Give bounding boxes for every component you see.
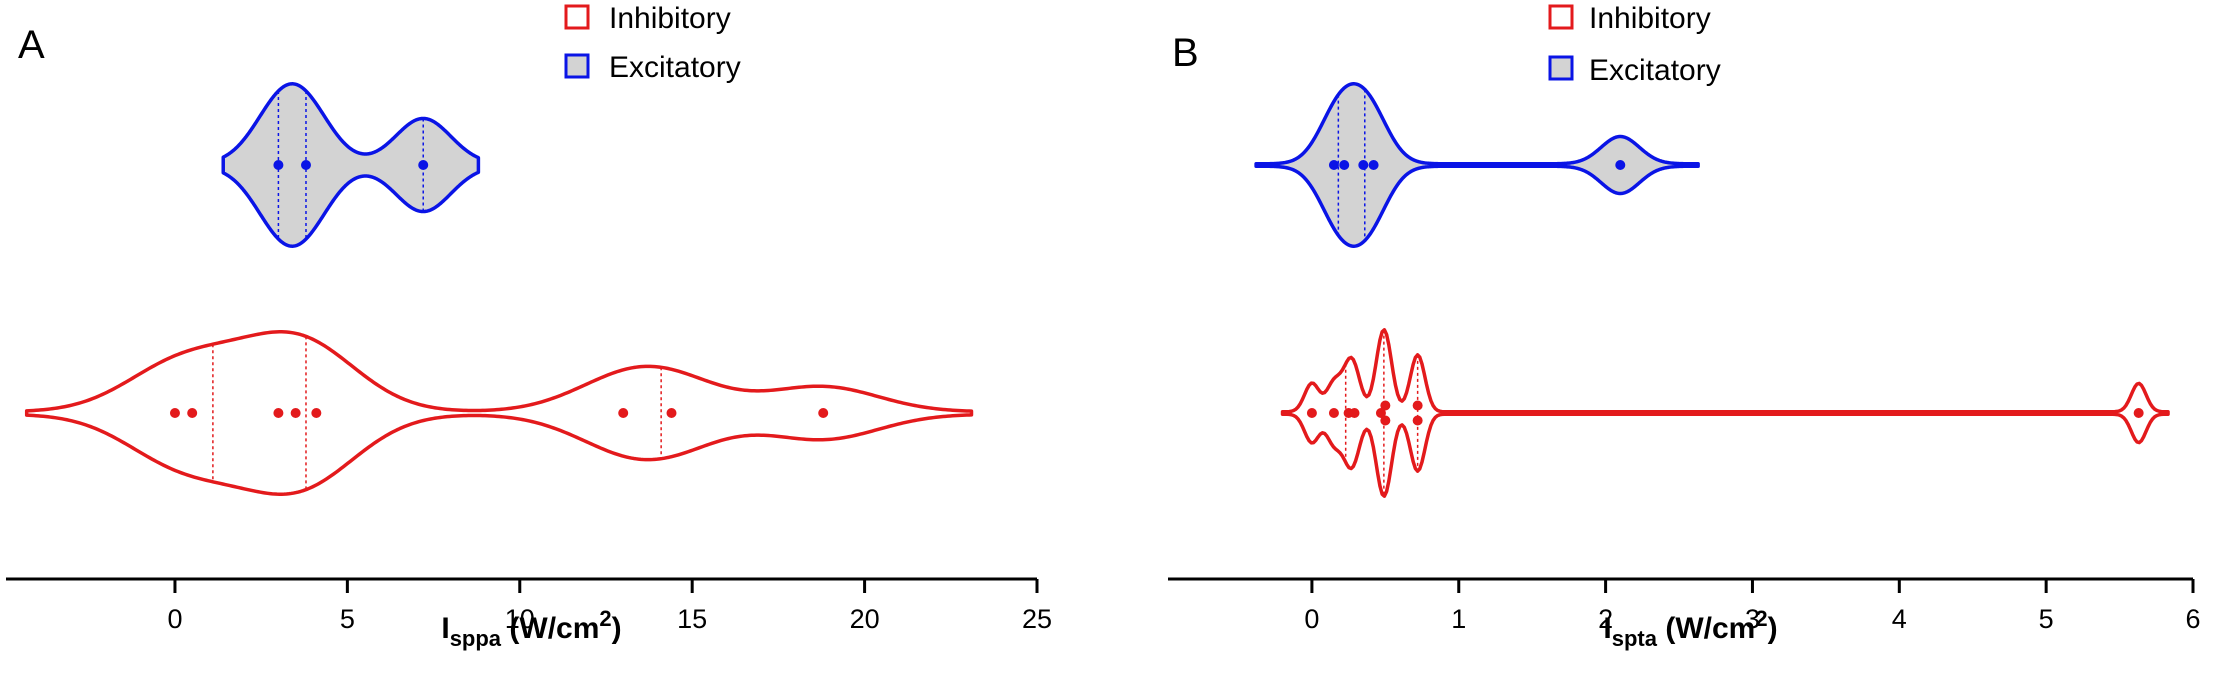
data-point-inhibitory: [311, 408, 322, 418]
legend-swatch-excitatory: [1548, 55, 1574, 81]
x-tick-label: 2: [1598, 604, 1613, 634]
legend-swatch-inhibitory: [564, 4, 590, 30]
x-axis: 0 1 2 3 4 5 6: [1168, 577, 2201, 634]
x-tick-label: 4: [1892, 604, 1907, 634]
x-tick-label: 25: [1022, 604, 1052, 634]
data-point-inhibitory: [187, 408, 198, 418]
data-point-inhibitory: [290, 408, 301, 418]
data-point-inhibitory: [2133, 408, 2144, 418]
legend: Inhibitory Excitatory: [564, 2, 741, 84]
x-ticks: 0 1 2 3 4 5 6: [1304, 579, 2201, 634]
data-point-inhibitory: [666, 408, 677, 418]
legend-swatch-excitatory: [564, 53, 590, 79]
violin-inhibitory: [24, 330, 974, 496]
x-tick-label: 0: [1304, 604, 1319, 634]
data-point-inhibitory: [1412, 400, 1423, 411]
panel-b: B Inhibitory Excitatory 0 1 2 3 4 5 6 Ispta (W…: [1168, 2, 2201, 651]
x-tick-label: 1: [1451, 604, 1466, 634]
data-point-inhibitory: [1306, 408, 1317, 418]
x-axis-title: Isppa (W/cm2): [441, 606, 621, 651]
violin-excitatory: [1254, 82, 1700, 248]
legend-label-inhibitory: Inhibitory: [1589, 2, 1711, 35]
data-point-inhibitory: [1380, 415, 1391, 426]
data-point-inhibitory: [618, 408, 629, 418]
data-point-inhibitory: [1349, 408, 1360, 418]
x-tick-label: 3: [1745, 604, 1760, 634]
data-point-inhibitory: [273, 408, 284, 418]
data-point-excitatory: [273, 160, 284, 170]
violin-inhibitory: [1280, 328, 2170, 498]
legend-label-excitatory: Excitatory: [609, 51, 741, 84]
legend: Inhibitory Excitatory: [1548, 2, 1721, 87]
panel-a: A Inhibitory Excitatory 0 5 10 15 20 25 Isppa…: [6, 2, 1052, 651]
legend-label-excitatory: Excitatory: [1589, 54, 1721, 87]
x-tick-label: 20: [850, 604, 880, 634]
data-point-inhibitory: [818, 408, 829, 418]
panel-letter-b: B: [1172, 31, 1199, 75]
data-point-excitatory: [1328, 160, 1339, 170]
legend-swatch-inhibitory: [1548, 4, 1574, 30]
x-tick-label: 0: [167, 604, 182, 634]
data-point-excitatory: [1358, 160, 1369, 170]
data-point-inhibitory: [169, 408, 180, 418]
legend-label-inhibitory: Inhibitory: [609, 2, 731, 35]
data-point-excitatory: [300, 160, 311, 170]
data-point-excitatory: [1615, 160, 1626, 170]
panel-letter-a: A: [18, 23, 45, 67]
x-tick-label: 5: [340, 604, 355, 634]
violin-excitatory: [221, 82, 481, 248]
data-point-inhibitory: [1412, 415, 1423, 426]
data-point-inhibitory: [1380, 400, 1391, 411]
x-tick-label: 6: [2185, 604, 2200, 634]
data-point-excitatory: [1339, 160, 1350, 170]
x-ticks: 0 5 10 15 20 25: [167, 579, 1052, 634]
violins: [24, 82, 974, 496]
x-tick-label: 10: [505, 604, 535, 634]
data-point-inhibitory: [1328, 408, 1339, 418]
data-point-excitatory: [418, 160, 429, 170]
x-tick-label: 5: [2039, 604, 2054, 634]
data-point-excitatory: [1368, 160, 1379, 170]
x-axis: 0 5 10 15 20 25: [6, 577, 1052, 634]
x-tick-label: 15: [677, 604, 707, 634]
data-point-inhibitory: [1375, 408, 1386, 418]
violins: [1254, 82, 2170, 498]
x-axis-title: Ispta (W/cm2): [1603, 606, 1777, 651]
